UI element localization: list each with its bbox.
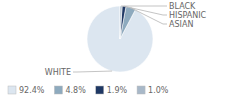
legend-swatch [54,86,62,94]
leader-line [131,8,167,24]
pie-slice [120,6,126,39]
legend-label: 92.4% [19,86,45,95]
chart: WHITE ASIANHISPANICBLACK 92.4% 4.8% 1.9% 1.0% [0,0,240,100]
leader-line [121,6,167,7]
slice-label: WHITE [45,68,71,77]
legend-label: 1.9% [107,86,128,95]
leader-line [73,71,112,73]
legend-swatch [8,86,16,94]
legend-label: 4.8% [65,86,86,95]
pie-slice [87,6,153,72]
legend-swatch [96,86,104,94]
pie [87,6,153,72]
legend-label: 1.0% [148,86,169,95]
leader-line [124,6,167,15]
legend-swatch [137,86,145,94]
slice-label: BLACK [169,2,196,11]
pie-slice [120,6,122,39]
legend: 92.4% 4.8% 1.9% 1.0% [8,86,169,95]
pie-slice [120,7,135,39]
slice-label: HISPANIC [169,11,207,20]
slice-label: ASIAN [169,20,193,29]
